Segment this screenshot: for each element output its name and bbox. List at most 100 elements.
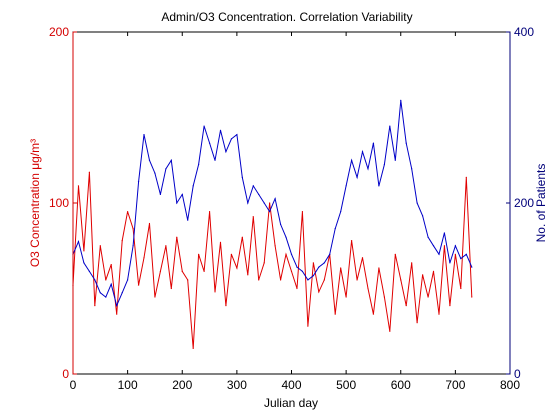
data-point-right <box>121 292 123 294</box>
data-point-left <box>361 257 364 259</box>
data-point-right <box>471 266 473 268</box>
data-point-left <box>137 284 140 286</box>
data-point-left <box>230 253 233 255</box>
data-point-left <box>334 313 336 315</box>
data-point-left <box>110 263 112 266</box>
data-point-right <box>378 185 380 187</box>
data-point-left <box>350 240 353 242</box>
data-point-left <box>83 250 85 252</box>
data-point-right <box>372 142 375 144</box>
data-point-right <box>394 159 396 161</box>
data-point-right <box>192 185 194 187</box>
data-point-left <box>285 253 287 255</box>
x-axis-ticks: 0 100 200 300 400 500 600 700 800 <box>70 32 520 392</box>
left-axis-label: O3 Concentration μg/m³ <box>28 139 42 267</box>
data-point-right <box>230 138 233 140</box>
x-tick-label: 500 <box>336 378 356 392</box>
data-point-right <box>214 159 216 161</box>
data-point-left <box>258 279 260 281</box>
data-point-right <box>258 193 260 196</box>
data-point-right <box>241 176 243 178</box>
data-point-right <box>323 262 325 264</box>
data-point-left <box>94 305 96 307</box>
data-point-right <box>416 202 418 204</box>
data-point-right <box>176 202 178 204</box>
data-point-left <box>170 287 172 290</box>
right-tick-label: 0 <box>514 367 521 381</box>
data-point-right <box>334 228 336 230</box>
data-point-right <box>427 236 429 238</box>
data-point-right <box>345 185 347 187</box>
right-tick-label: 400 <box>514 25 534 39</box>
data-point-left <box>187 279 189 281</box>
data-point-right <box>296 266 298 268</box>
right-axis-label: No. of Patients <box>534 164 548 243</box>
data-point-right <box>159 193 161 196</box>
series-line-left <box>72 172 473 349</box>
data-point-left <box>252 216 254 218</box>
data-point-right <box>263 202 265 204</box>
right-axis-ticks: 0 200 400 <box>506 25 534 381</box>
data-point-right <box>269 210 271 213</box>
data-point-right <box>110 283 112 285</box>
data-point-left <box>165 245 167 247</box>
data-point-left <box>290 270 293 272</box>
data-point-right <box>225 151 227 153</box>
data-point-left <box>148 222 151 225</box>
data-point-left <box>367 287 369 290</box>
data-point-left <box>154 296 156 298</box>
data-point-right <box>422 215 424 217</box>
data-point-left <box>269 202 271 204</box>
data-point-right <box>279 223 282 225</box>
data-point-left <box>116 313 118 315</box>
data-point-right <box>219 129 222 131</box>
data-point-left <box>77 185 80 187</box>
data-point-left <box>279 279 282 281</box>
data-point-right <box>400 99 402 101</box>
data-point-left <box>400 279 402 281</box>
data-point-right <box>405 142 407 144</box>
data-point-left <box>208 210 211 213</box>
data-point-left <box>301 210 304 213</box>
data-point-right <box>208 142 211 144</box>
data-point-right <box>116 305 118 307</box>
data-point-left <box>345 296 347 298</box>
data-point-left <box>372 313 375 315</box>
data-point-left <box>312 262 314 264</box>
data-point-right <box>340 210 342 213</box>
data-point-right <box>99 292 101 294</box>
data-point-left <box>263 262 265 264</box>
x-tick-label: 400 <box>281 378 301 392</box>
plot-area <box>72 31 511 375</box>
data-point-right <box>274 198 276 200</box>
series-group <box>72 99 473 349</box>
data-point-left <box>405 305 407 307</box>
x-tick-label: 700 <box>445 378 465 392</box>
data-point-left <box>203 270 205 272</box>
data-point-left <box>132 228 134 230</box>
data-point-right <box>170 159 172 161</box>
data-point-left <box>307 325 309 327</box>
data-point-left <box>416 322 418 324</box>
data-point-right <box>454 245 456 247</box>
data-point-left <box>127 210 129 213</box>
data-point-left <box>438 313 440 315</box>
data-point-right <box>198 163 200 166</box>
data-point-left <box>460 287 462 290</box>
series-line-right <box>72 100 473 308</box>
data-point-left <box>432 270 435 272</box>
data-point-left <box>378 267 380 269</box>
data-point-left <box>105 279 107 281</box>
data-point-right <box>356 176 358 178</box>
data-point-right <box>383 163 385 166</box>
data-point-left <box>121 240 123 242</box>
data-point-right <box>438 253 440 255</box>
data-point-right <box>83 262 85 264</box>
data-point-left <box>88 171 90 173</box>
data-point-right <box>312 275 314 277</box>
data-point-left <box>143 257 145 259</box>
right-tick-label: 200 <box>514 196 534 210</box>
data-point-right <box>318 266 320 268</box>
data-point-left <box>219 241 222 243</box>
